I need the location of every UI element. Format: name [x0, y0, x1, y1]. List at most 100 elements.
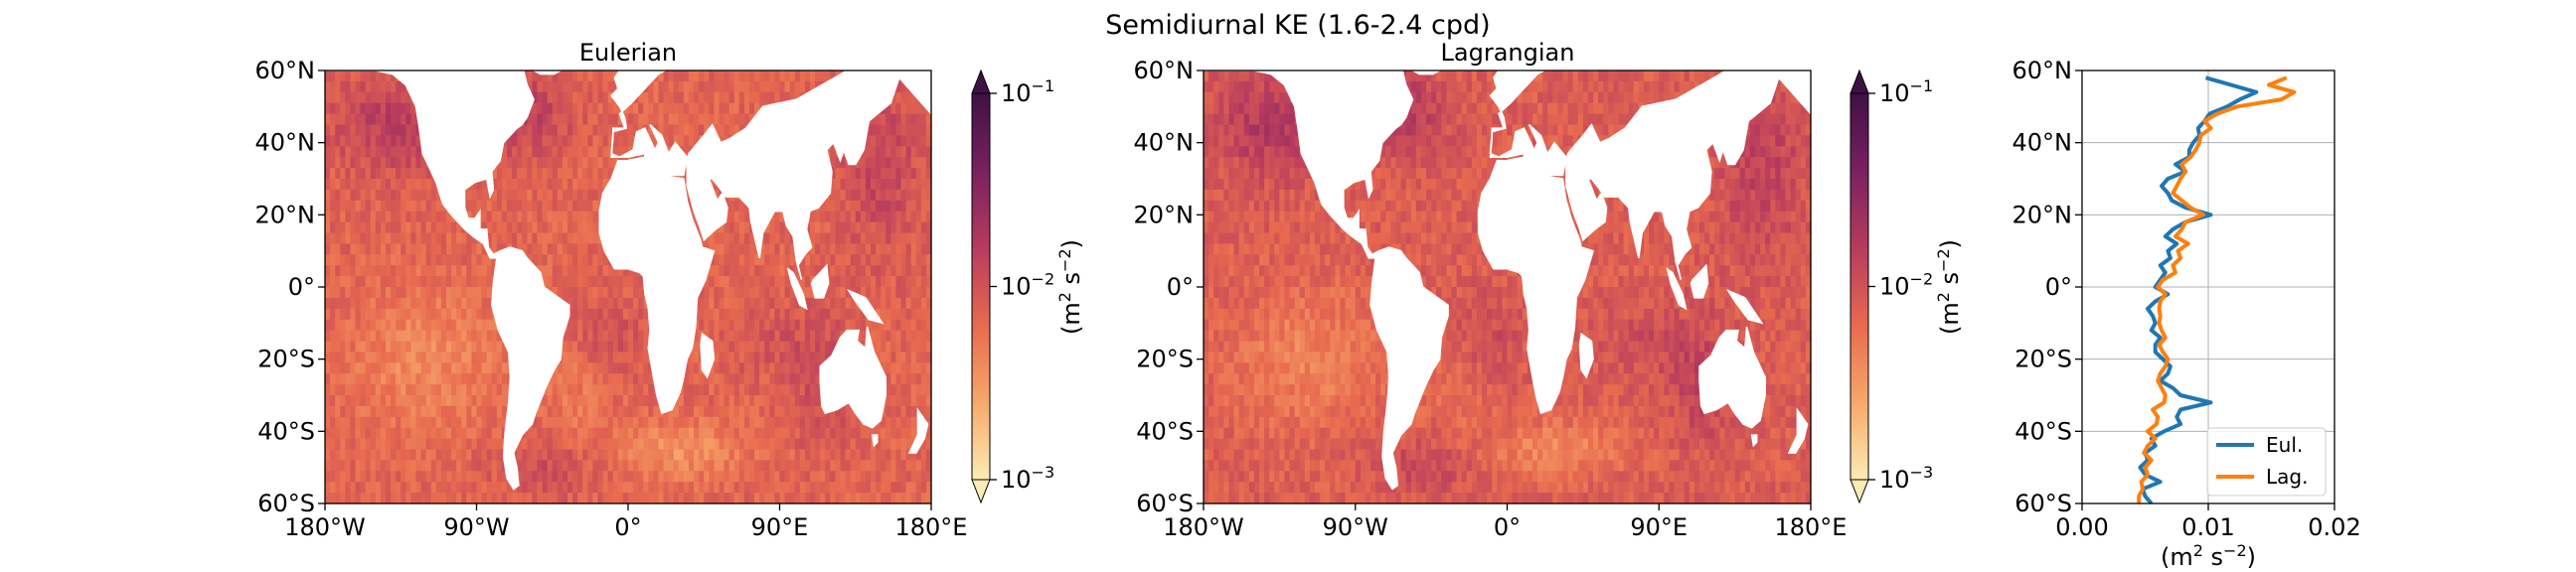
heatmap-cell: [668, 460, 675, 472]
heatmap-cell: [330, 319, 336, 332]
heatmap-cell: [401, 189, 406, 202]
heatmap-cell: [789, 319, 796, 332]
heatmap-cell: [466, 211, 473, 223]
heatmap-cell: [547, 189, 554, 202]
heatmap-cell: [355, 405, 362, 418]
heatmap-cell: [769, 341, 776, 353]
heatmap-cell: [683, 146, 690, 158]
heatmap-cell: [471, 189, 478, 202]
heatmap-cell: [865, 168, 872, 180]
heatmap-cell: [517, 493, 523, 504]
heatmap-cell: [415, 362, 422, 374]
heatmap-cell: [607, 135, 614, 147]
heatmap-cell: [865, 135, 872, 147]
heatmap-cell: [335, 135, 341, 147]
heatmap-cell: [895, 113, 902, 126]
heatmap-cell: [905, 124, 912, 136]
heatmap-cell: [633, 405, 639, 418]
heatmap-cell: [810, 460, 816, 472]
heatmap-cell: [754, 449, 760, 461]
heatmap-cell: [860, 471, 867, 483]
heatmap-cell: [375, 254, 382, 266]
heatmap-cell: [375, 384, 382, 396]
heatmap-cell: [380, 146, 387, 158]
heatmap-cell: [673, 471, 680, 483]
heatmap-cell: [335, 460, 341, 472]
heatmap-cell: [360, 113, 367, 126]
heatmap-cell: [330, 373, 336, 385]
heatmap-cell: [532, 124, 539, 136]
heatmap-cell: [779, 276, 786, 288]
heatmap-cell: [557, 157, 564, 169]
heatmap-cell: [699, 102, 705, 115]
heatmap-cell: [860, 460, 867, 472]
heatmap-cell: [617, 438, 624, 451]
heatmap-cell: [1218, 265, 1224, 277]
heatmap-cell: [345, 449, 352, 461]
heatmap-cell: [330, 265, 336, 277]
heatmap-cell: [386, 232, 392, 244]
heatmap-cell: [375, 157, 382, 169]
heatmap-cell: [860, 243, 867, 255]
heatmap-cell: [380, 200, 387, 213]
heatmap-cell: [557, 265, 564, 277]
heatmap-cell: [592, 319, 599, 332]
heatmap-cell: [871, 200, 877, 213]
heatmap-cell: [890, 384, 897, 396]
heatmap-cell: [355, 200, 362, 213]
heatmap-cell: [577, 157, 583, 169]
heatmap-cell: [552, 471, 559, 483]
heatmap-cell: [719, 135, 725, 147]
heatmap-cell: [532, 80, 539, 93]
heatmap-cell: [865, 319, 872, 332]
heatmap-cell: [638, 416, 644, 429]
heatmap-cell: [370, 449, 377, 461]
heatmap-cell: [557, 71, 564, 82]
heatmap-cell: [617, 373, 624, 385]
heatmap-cell: [678, 493, 685, 504]
heatmap-cell: [552, 416, 559, 429]
heatmap-cell: [900, 362, 907, 374]
heatmap-cell: [396, 287, 402, 299]
heatmap-cell: [612, 330, 619, 343]
heatmap-cell: [694, 319, 700, 332]
heatmap-cell: [789, 330, 796, 343]
heatmap-cell: [435, 395, 442, 407]
heatmap-cell: [910, 493, 917, 504]
heatmap-cell: [607, 276, 614, 288]
heatmap-cell: [612, 449, 619, 461]
heatmap-cell: [825, 221, 831, 234]
heatmap-cell: [1218, 135, 1224, 147]
heatmap-cell: [845, 449, 852, 461]
heatmap-cell: [769, 449, 776, 461]
heatmap-cell: [754, 373, 760, 385]
heatmap-cell: [865, 157, 872, 169]
heatmap-cell: [602, 124, 609, 136]
heatmap-cell: [1208, 287, 1214, 299]
heatmap-cell: [743, 254, 750, 266]
heatmap-cell: [810, 352, 816, 363]
heatmap-cell: [850, 254, 857, 266]
heatmap-cell: [380, 405, 387, 418]
heatmap-cell: [607, 319, 614, 332]
heatmap-cell: [440, 395, 447, 407]
heatmap-cell: [815, 352, 821, 363]
heatmap-cell: [905, 308, 912, 321]
heatmap-cell: [835, 243, 842, 255]
heatmap-cell: [724, 276, 730, 288]
heatmap-cell: [567, 395, 573, 407]
heatmap-cell: [764, 395, 770, 407]
heatmap-cell: [871, 341, 877, 353]
heatmap-cell: [900, 135, 907, 147]
heatmap-cell: [810, 416, 816, 429]
heatmap-cell: [396, 352, 402, 363]
heatmap-cell: [582, 211, 588, 223]
heatmap-cell: [694, 221, 700, 234]
heatmap-cell: [386, 211, 392, 223]
heatmap-cell: [537, 189, 544, 202]
heatmap-cell: [335, 341, 341, 353]
heatmap-cell: [881, 265, 886, 277]
heatmap-cell: [587, 168, 594, 180]
heatmap-cell: [396, 179, 402, 191]
heatmap-cell: [365, 200, 372, 213]
